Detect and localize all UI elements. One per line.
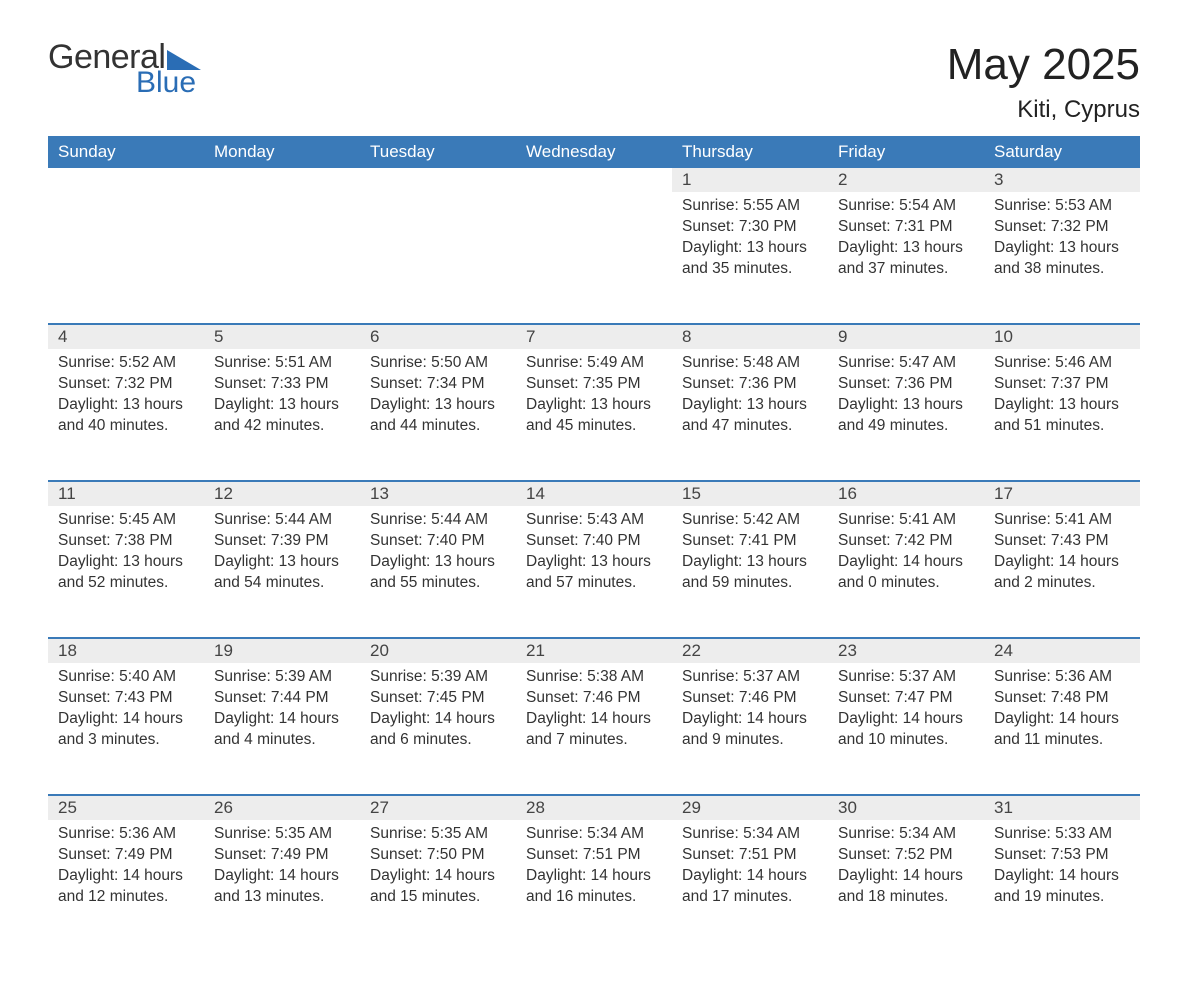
day-number-cell: 17 <box>984 481 1140 506</box>
day-number-cell: 20 <box>360 638 516 663</box>
content-row: Sunrise: 5:55 AMSunset: 7:30 PMDaylight:… <box>48 192 1140 324</box>
day-content-cell: Sunrise: 5:50 AMSunset: 7:34 PMDaylight:… <box>360 349 516 481</box>
day-content-cell: Sunrise: 5:35 AMSunset: 7:49 PMDaylight:… <box>204 820 360 952</box>
day-header: Saturday <box>984 136 1140 168</box>
day-content-cell: Sunrise: 5:34 AMSunset: 7:52 PMDaylight:… <box>828 820 984 952</box>
day-content-cell: Sunrise: 5:44 AMSunset: 7:40 PMDaylight:… <box>360 506 516 638</box>
day-number-cell <box>360 168 516 192</box>
day-content-cell <box>48 192 204 324</box>
day-number-cell: 13 <box>360 481 516 506</box>
day-content-cell: Sunrise: 5:51 AMSunset: 7:33 PMDaylight:… <box>204 349 360 481</box>
day-content-cell: Sunrise: 5:55 AMSunset: 7:30 PMDaylight:… <box>672 192 828 324</box>
day-number-cell: 22 <box>672 638 828 663</box>
day-content-cell <box>360 192 516 324</box>
day-header-row: SundayMondayTuesdayWednesdayThursdayFrid… <box>48 136 1140 168</box>
day-number-cell: 15 <box>672 481 828 506</box>
day-content-cell: Sunrise: 5:36 AMSunset: 7:48 PMDaylight:… <box>984 663 1140 795</box>
day-header: Monday <box>204 136 360 168</box>
day-content-cell: Sunrise: 5:45 AMSunset: 7:38 PMDaylight:… <box>48 506 204 638</box>
day-number-cell: 4 <box>48 324 204 349</box>
day-number-cell: 31 <box>984 795 1140 820</box>
day-content-cell: Sunrise: 5:38 AMSunset: 7:46 PMDaylight:… <box>516 663 672 795</box>
day-number-cell: 21 <box>516 638 672 663</box>
day-content-cell: Sunrise: 5:41 AMSunset: 7:42 PMDaylight:… <box>828 506 984 638</box>
day-content-cell: Sunrise: 5:44 AMSunset: 7:39 PMDaylight:… <box>204 506 360 638</box>
daynum-row: 45678910 <box>48 324 1140 349</box>
day-content-cell <box>204 192 360 324</box>
day-content-cell: Sunrise: 5:39 AMSunset: 7:45 PMDaylight:… <box>360 663 516 795</box>
day-number-cell: 24 <box>984 638 1140 663</box>
day-header: Thursday <box>672 136 828 168</box>
day-content-cell: Sunrise: 5:52 AMSunset: 7:32 PMDaylight:… <box>48 349 204 481</box>
day-number-cell: 29 <box>672 795 828 820</box>
day-number-cell: 8 <box>672 324 828 349</box>
day-content-cell: Sunrise: 5:41 AMSunset: 7:43 PMDaylight:… <box>984 506 1140 638</box>
content-row: Sunrise: 5:40 AMSunset: 7:43 PMDaylight:… <box>48 663 1140 795</box>
day-number-cell: 3 <box>984 168 1140 192</box>
day-number-cell: 16 <box>828 481 984 506</box>
day-content-cell: Sunrise: 5:33 AMSunset: 7:53 PMDaylight:… <box>984 820 1140 952</box>
day-number-cell: 25 <box>48 795 204 820</box>
day-header: Friday <box>828 136 984 168</box>
day-content-cell: Sunrise: 5:40 AMSunset: 7:43 PMDaylight:… <box>48 663 204 795</box>
day-content-cell: Sunrise: 5:48 AMSunset: 7:36 PMDaylight:… <box>672 349 828 481</box>
day-number-cell: 1 <box>672 168 828 192</box>
day-number-cell: 7 <box>516 324 672 349</box>
day-number-cell: 23 <box>828 638 984 663</box>
day-number-cell: 9 <box>828 324 984 349</box>
day-header: Tuesday <box>360 136 516 168</box>
day-content-cell: Sunrise: 5:36 AMSunset: 7:49 PMDaylight:… <box>48 820 204 952</box>
day-number-cell: 27 <box>360 795 516 820</box>
daynum-row: 11121314151617 <box>48 481 1140 506</box>
day-number-cell: 11 <box>48 481 204 506</box>
content-row: Sunrise: 5:36 AMSunset: 7:49 PMDaylight:… <box>48 820 1140 952</box>
day-number-cell: 5 <box>204 324 360 349</box>
day-content-cell: Sunrise: 5:43 AMSunset: 7:40 PMDaylight:… <box>516 506 672 638</box>
day-content-cell: Sunrise: 5:37 AMSunset: 7:46 PMDaylight:… <box>672 663 828 795</box>
day-content-cell: Sunrise: 5:34 AMSunset: 7:51 PMDaylight:… <box>516 820 672 952</box>
day-content-cell: Sunrise: 5:46 AMSunset: 7:37 PMDaylight:… <box>984 349 1140 481</box>
day-number-cell: 6 <box>360 324 516 349</box>
day-content-cell: Sunrise: 5:37 AMSunset: 7:47 PMDaylight:… <box>828 663 984 795</box>
content-row: Sunrise: 5:52 AMSunset: 7:32 PMDaylight:… <box>48 349 1140 481</box>
day-content-cell: Sunrise: 5:47 AMSunset: 7:36 PMDaylight:… <box>828 349 984 481</box>
page-title: May 2025 <box>947 40 1140 90</box>
day-number-cell: 19 <box>204 638 360 663</box>
content-row: Sunrise: 5:45 AMSunset: 7:38 PMDaylight:… <box>48 506 1140 638</box>
day-number-cell: 2 <box>828 168 984 192</box>
day-number-cell: 10 <box>984 324 1140 349</box>
day-number-cell <box>48 168 204 192</box>
page-header: General Blue May 2025 Kiti, Cyprus <box>48 40 1140 124</box>
daynum-row: 18192021222324 <box>48 638 1140 663</box>
day-content-cell: Sunrise: 5:49 AMSunset: 7:35 PMDaylight:… <box>516 349 672 481</box>
day-content-cell: Sunrise: 5:34 AMSunset: 7:51 PMDaylight:… <box>672 820 828 952</box>
day-number-cell: 14 <box>516 481 672 506</box>
brand-logo: General Blue <box>48 40 201 98</box>
day-header: Sunday <box>48 136 204 168</box>
day-content-cell: Sunrise: 5:39 AMSunset: 7:44 PMDaylight:… <box>204 663 360 795</box>
day-content-cell <box>516 192 672 324</box>
day-number-cell: 18 <box>48 638 204 663</box>
day-number-cell: 30 <box>828 795 984 820</box>
day-content-cell: Sunrise: 5:42 AMSunset: 7:41 PMDaylight:… <box>672 506 828 638</box>
day-header: Wednesday <box>516 136 672 168</box>
daynum-row: 25262728293031 <box>48 795 1140 820</box>
day-number-cell: 28 <box>516 795 672 820</box>
day-content-cell: Sunrise: 5:54 AMSunset: 7:31 PMDaylight:… <box>828 192 984 324</box>
day-number-cell: 26 <box>204 795 360 820</box>
day-number-cell: 12 <box>204 481 360 506</box>
day-number-cell <box>204 168 360 192</box>
day-content-cell: Sunrise: 5:53 AMSunset: 7:32 PMDaylight:… <box>984 192 1140 324</box>
daynum-row: 123 <box>48 168 1140 192</box>
day-content-cell: Sunrise: 5:35 AMSunset: 7:50 PMDaylight:… <box>360 820 516 952</box>
calendar-table: SundayMondayTuesdayWednesdayThursdayFrid… <box>48 136 1140 952</box>
day-number-cell <box>516 168 672 192</box>
page-location: Kiti, Cyprus <box>947 96 1140 124</box>
brand-word2: Blue <box>136 68 201 98</box>
